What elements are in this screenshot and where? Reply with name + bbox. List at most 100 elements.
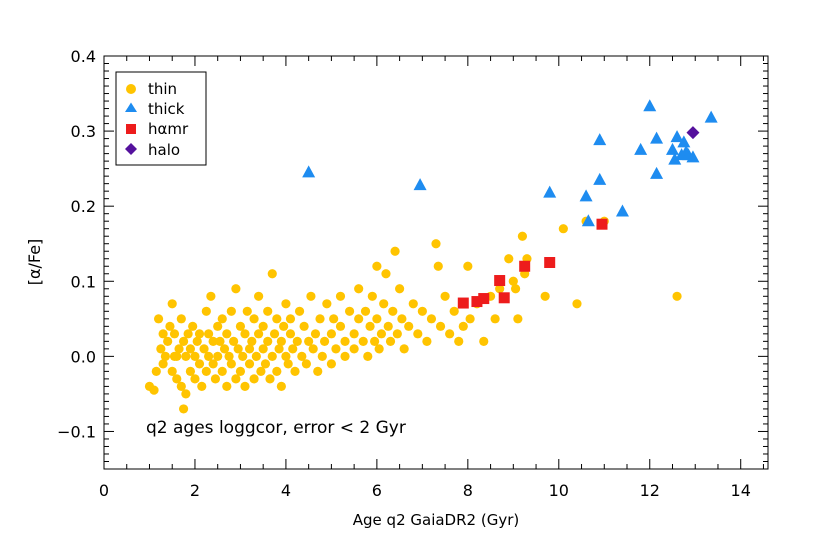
data-point bbox=[208, 336, 218, 346]
data-point bbox=[163, 336, 173, 346]
data-point bbox=[274, 344, 284, 354]
data-point bbox=[478, 293, 490, 305]
data-point bbox=[167, 366, 177, 376]
data-point bbox=[358, 336, 368, 346]
data-point bbox=[372, 261, 382, 271]
data-point bbox=[329, 314, 339, 324]
data-point bbox=[238, 351, 248, 361]
annotation-text: q2 ages loggcor, error < 2 Gyr bbox=[146, 418, 406, 438]
data-point bbox=[335, 291, 346, 301]
data-point bbox=[513, 314, 523, 324]
data-point bbox=[285, 329, 296, 339]
data-point bbox=[672, 291, 682, 301]
data-point bbox=[172, 351, 182, 361]
data-point bbox=[388, 306, 398, 316]
data-point bbox=[206, 291, 216, 301]
x-tick-label: 0 bbox=[99, 481, 109, 500]
data-point bbox=[326, 359, 336, 369]
data-point bbox=[272, 366, 282, 376]
data-point bbox=[302, 165, 316, 178]
data-point bbox=[176, 314, 186, 324]
data-point bbox=[465, 314, 475, 324]
data-point bbox=[244, 344, 255, 354]
x-tick-label: 12 bbox=[640, 481, 660, 500]
data-point bbox=[197, 381, 207, 391]
data-point bbox=[413, 329, 423, 339]
data-point bbox=[165, 321, 175, 331]
data-point bbox=[217, 314, 227, 324]
x-tick-label: 6 bbox=[372, 481, 382, 500]
series-triangle bbox=[302, 99, 718, 227]
data-point bbox=[263, 336, 273, 346]
data-point bbox=[504, 254, 514, 264]
data-point bbox=[385, 336, 396, 346]
data-point bbox=[365, 321, 375, 331]
data-point bbox=[160, 351, 170, 361]
data-point bbox=[204, 329, 214, 339]
data-point bbox=[326, 329, 336, 339]
data-point bbox=[188, 321, 198, 331]
data-point bbox=[335, 321, 346, 331]
data-point bbox=[276, 381, 286, 391]
data-point bbox=[176, 381, 186, 391]
legend-thick-marker bbox=[125, 102, 137, 112]
data-point bbox=[281, 351, 291, 361]
data-point bbox=[544, 257, 556, 268]
data-point bbox=[381, 269, 391, 279]
data-point bbox=[392, 329, 402, 339]
data-point bbox=[376, 329, 387, 339]
data-point bbox=[379, 299, 389, 309]
data-point bbox=[213, 351, 223, 361]
data-point bbox=[258, 321, 268, 331]
data-point bbox=[158, 359, 168, 369]
x-tick-labels: 0 2 4 6 8 10 12 14 bbox=[99, 481, 751, 500]
legend-thin-label: thin bbox=[148, 80, 177, 98]
data-point bbox=[360, 306, 371, 316]
data-point bbox=[235, 321, 246, 331]
data-point bbox=[231, 374, 241, 384]
data-point bbox=[213, 321, 223, 331]
data-point bbox=[240, 381, 250, 391]
data-point bbox=[704, 110, 718, 123]
data-point bbox=[650, 131, 664, 144]
data-point bbox=[643, 99, 657, 112]
data-point bbox=[593, 133, 607, 146]
legend-halo-label: halo bbox=[148, 141, 180, 159]
legend-halo-marker bbox=[125, 143, 137, 155]
x-tick-label: 8 bbox=[463, 481, 473, 500]
data-point bbox=[433, 261, 443, 271]
data-point bbox=[178, 404, 189, 414]
data-point bbox=[315, 314, 325, 324]
data-point bbox=[194, 359, 205, 369]
data-point bbox=[319, 336, 330, 346]
data-point bbox=[340, 336, 350, 346]
data-point bbox=[249, 314, 259, 324]
data-point bbox=[263, 306, 273, 316]
data-point bbox=[449, 306, 459, 316]
data-point bbox=[313, 366, 323, 376]
x-tick-label: 2 bbox=[190, 481, 200, 500]
data-point bbox=[235, 366, 246, 376]
data-point bbox=[650, 166, 664, 179]
data-point bbox=[226, 306, 236, 316]
data-point bbox=[306, 291, 316, 301]
data-point bbox=[265, 374, 275, 384]
data-point bbox=[354, 284, 364, 294]
data-point bbox=[229, 336, 239, 346]
data-point bbox=[178, 336, 189, 346]
data-point bbox=[540, 291, 550, 301]
data-point bbox=[242, 306, 252, 316]
data-point bbox=[426, 314, 437, 324]
data-point bbox=[201, 306, 211, 316]
x-axis-label: Age q2 GaiaDR2 (Gyr) bbox=[353, 511, 519, 529]
data-point bbox=[363, 351, 373, 361]
data-point bbox=[543, 185, 557, 198]
data-point bbox=[201, 366, 211, 376]
data-point bbox=[292, 336, 302, 346]
data-point bbox=[417, 306, 427, 316]
data-point bbox=[231, 284, 241, 294]
data-point bbox=[251, 351, 261, 361]
x-tick-label: 4 bbox=[281, 481, 291, 500]
data-point bbox=[634, 142, 648, 155]
data-point bbox=[372, 314, 382, 324]
